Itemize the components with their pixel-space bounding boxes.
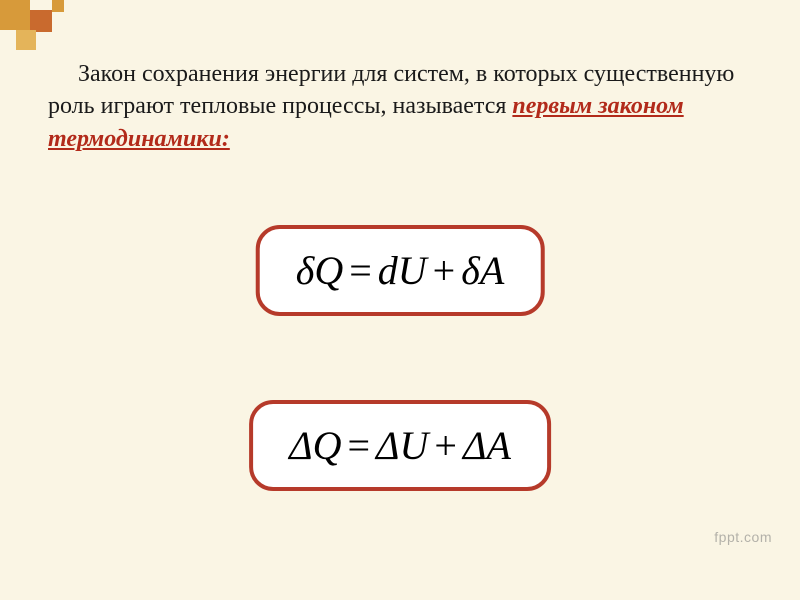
term-DU: ΔU (376, 423, 428, 468)
main-paragraph: Закон сохранения энергии для систем, в к… (48, 58, 752, 155)
deco-square (30, 10, 52, 32)
deco-square (0, 0, 30, 30)
equals-sign: = (341, 423, 376, 468)
indent (48, 61, 78, 87)
formula-differential: δQ=dU+δA (256, 225, 545, 316)
plus-sign: + (428, 423, 463, 468)
term-DQ: ΔQ (289, 423, 341, 468)
corner-decoration (0, 0, 90, 55)
equals-sign: = (343, 248, 378, 293)
term-dU: dU (378, 248, 427, 293)
deco-square (16, 30, 36, 50)
term-dQ: δQ (296, 248, 343, 293)
deco-square (52, 0, 64, 12)
watermark: fppt.com (714, 529, 772, 545)
term-dA: δA (461, 248, 504, 293)
formula-finite: ΔQ=ΔU+ΔA (249, 400, 551, 491)
term-DA: ΔA (463, 423, 511, 468)
plus-sign: + (427, 248, 462, 293)
